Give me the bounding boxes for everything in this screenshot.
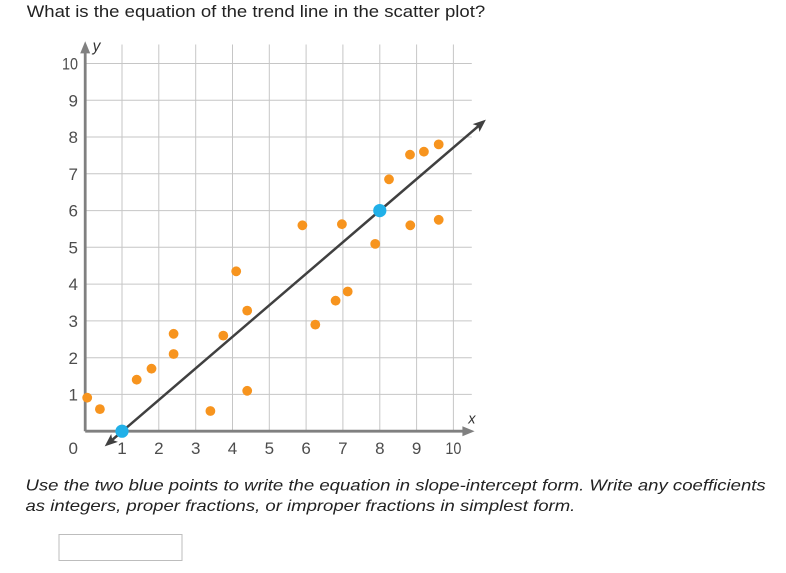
svg-text:1: 1 [117,439,126,458]
svg-text:1: 1 [69,386,78,405]
svg-text:7: 7 [69,165,78,184]
svg-text:4: 4 [69,275,78,294]
svg-text:10: 10 [445,439,461,458]
svg-text:0: 0 [69,439,78,458]
svg-text:5: 5 [69,238,78,257]
svg-text:2: 2 [154,439,163,458]
svg-text:6: 6 [69,202,78,221]
svg-text:7: 7 [338,439,347,458]
svg-text:3: 3 [191,439,200,458]
svg-text:8: 8 [69,128,78,147]
svg-text:as integers, proper fractions,: as integers, proper fractions, or improp… [26,498,576,515]
svg-text:3: 3 [69,312,78,331]
svg-text:Use the two blue points to wri: Use the two blue points to write the equ… [26,477,766,494]
svg-text:What is the equation of the tr: What is the equation of the trend line i… [27,3,485,21]
svg-text:9: 9 [412,439,421,458]
svg-text:10: 10 [62,55,78,74]
svg-text:x: x [467,412,476,428]
svg-text:9: 9 [69,91,78,110]
svg-text:y: y [92,38,102,55]
svg-text:8: 8 [375,439,384,458]
svg-text:2: 2 [69,349,78,368]
svg-text:5: 5 [265,439,274,458]
svg-text:6: 6 [301,439,310,458]
svg-text:4: 4 [228,439,237,458]
